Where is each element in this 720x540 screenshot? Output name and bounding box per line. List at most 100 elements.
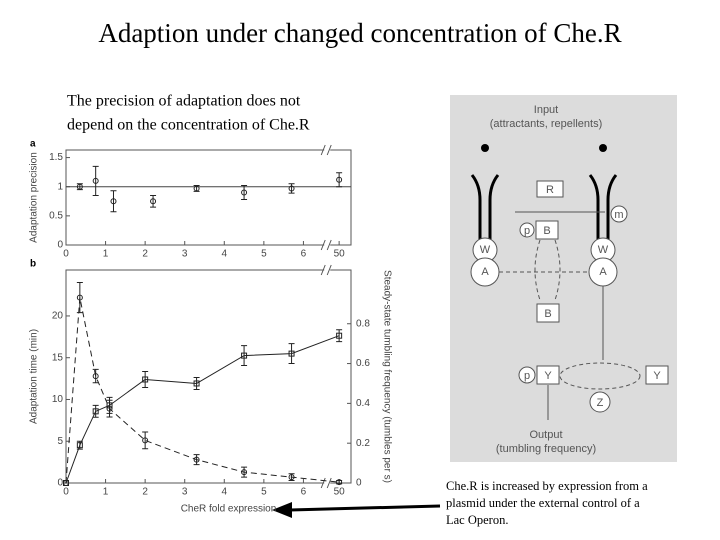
error-bar [193, 454, 200, 466]
error-bar [241, 345, 248, 367]
x-axis-label: CheR fold expression [181, 504, 277, 515]
break-mark [326, 264, 332, 276]
data-point [76, 183, 83, 190]
y2-tick-label: 0.2 [356, 438, 370, 449]
y-tick-label: 1 [57, 181, 63, 192]
error-bar [92, 404, 99, 418]
node: B [544, 308, 551, 320]
data-point [288, 474, 295, 481]
y2-tick-label: 0.6 [356, 358, 370, 369]
slide-title: Adaption under changed concentration of … [98, 18, 621, 48]
y-tick-label: 15 [52, 352, 64, 363]
caption-line: Lac Operon. [446, 513, 508, 527]
error-bar [193, 376, 200, 390]
output-label: Output [529, 429, 562, 441]
x-tick-label: 2 [142, 249, 148, 260]
node: R [546, 184, 554, 196]
node-circle [589, 391, 611, 413]
node: p [524, 370, 530, 382]
ligand [481, 144, 489, 152]
plot-frame [65, 149, 352, 246]
data-point [106, 402, 113, 409]
data-point [336, 332, 343, 339]
break-mark [326, 477, 332, 489]
receptor [470, 174, 618, 240]
y-tick-label: 0 [57, 240, 63, 251]
panel-label: a [30, 139, 36, 150]
error-bar [150, 194, 157, 208]
y2-axis-label: Steady-state tumbling frequency (tumbles… [381, 270, 392, 483]
x-tick-label: 4 [222, 487, 228, 498]
x-tick-label: 3 [182, 249, 188, 260]
error-bar [142, 371, 149, 388]
data-point [288, 350, 295, 357]
caption-line: The precision of adaptation does not [67, 93, 301, 110]
x-tick-label: 1 [103, 487, 109, 498]
y2-tick-label: 0.8 [356, 318, 370, 329]
error-bar [142, 431, 149, 450]
data-point [110, 198, 117, 205]
error-bar [92, 368, 99, 384]
node: p [524, 225, 530, 237]
data-point [76, 442, 83, 449]
data-point [63, 480, 69, 486]
y-tick-label: 10 [52, 394, 64, 405]
error-bar [76, 282, 83, 314]
arrow [499, 239, 589, 301]
break-mark [320, 264, 326, 276]
data-point [193, 456, 200, 463]
ligand [599, 144, 607, 152]
node-box [536, 180, 564, 198]
data-point [142, 376, 149, 383]
output-sub: (tumbling frequency) [496, 443, 596, 455]
x-tick-label: 5 [261, 487, 267, 498]
break-mark [320, 477, 326, 489]
node: A [481, 266, 489, 278]
node: A [599, 266, 607, 278]
data-point [241, 189, 248, 196]
data-point [193, 380, 200, 387]
input-label: Input [534, 104, 558, 116]
error-bar [241, 185, 248, 201]
x-tick-label: 4 [222, 249, 228, 260]
break-mark [326, 239, 332, 251]
node-box [536, 303, 560, 323]
y-tick-label: 0 [57, 478, 63, 489]
data-point [92, 408, 99, 415]
y-axis-label: Adaptation time (min) [29, 329, 40, 424]
break-mark [326, 144, 332, 156]
node-circle [610, 205, 628, 223]
break-mark [320, 239, 326, 251]
x-tick-label: 6 [301, 249, 307, 260]
panel-label: b [30, 259, 36, 270]
caption-line: Che.R is increased by expression from a [446, 479, 648, 493]
node-box [645, 365, 669, 385]
cycle [559, 362, 641, 390]
break-mark [320, 144, 326, 156]
arrow [289, 504, 441, 512]
y-tick-label: 5 [57, 436, 63, 447]
data-point [142, 437, 149, 444]
error-bar [336, 172, 343, 188]
error-bar [92, 165, 99, 196]
axis-break [324, 268, 331, 485]
x-tick-label: 0 [63, 249, 69, 260]
x-tick-label: 2 [142, 487, 148, 498]
y-axis-label: Adaptation precision [29, 152, 40, 243]
x-tick-label: 1 [103, 249, 109, 260]
node: W [598, 244, 609, 256]
node: W [480, 244, 491, 256]
x-tick-label: 50 [334, 249, 346, 260]
node: B [543, 225, 550, 237]
caption-line: depend on the concentration of Che.R [67, 117, 310, 134]
node: m [614, 209, 623, 221]
error-bar [110, 190, 117, 213]
node-circle [518, 366, 536, 384]
data-point [336, 479, 343, 486]
node-circle [519, 222, 535, 238]
y-tick-label: 0.5 [49, 210, 63, 221]
data-point [241, 469, 248, 476]
error-bar [241, 466, 248, 478]
plot-frame [65, 269, 352, 484]
